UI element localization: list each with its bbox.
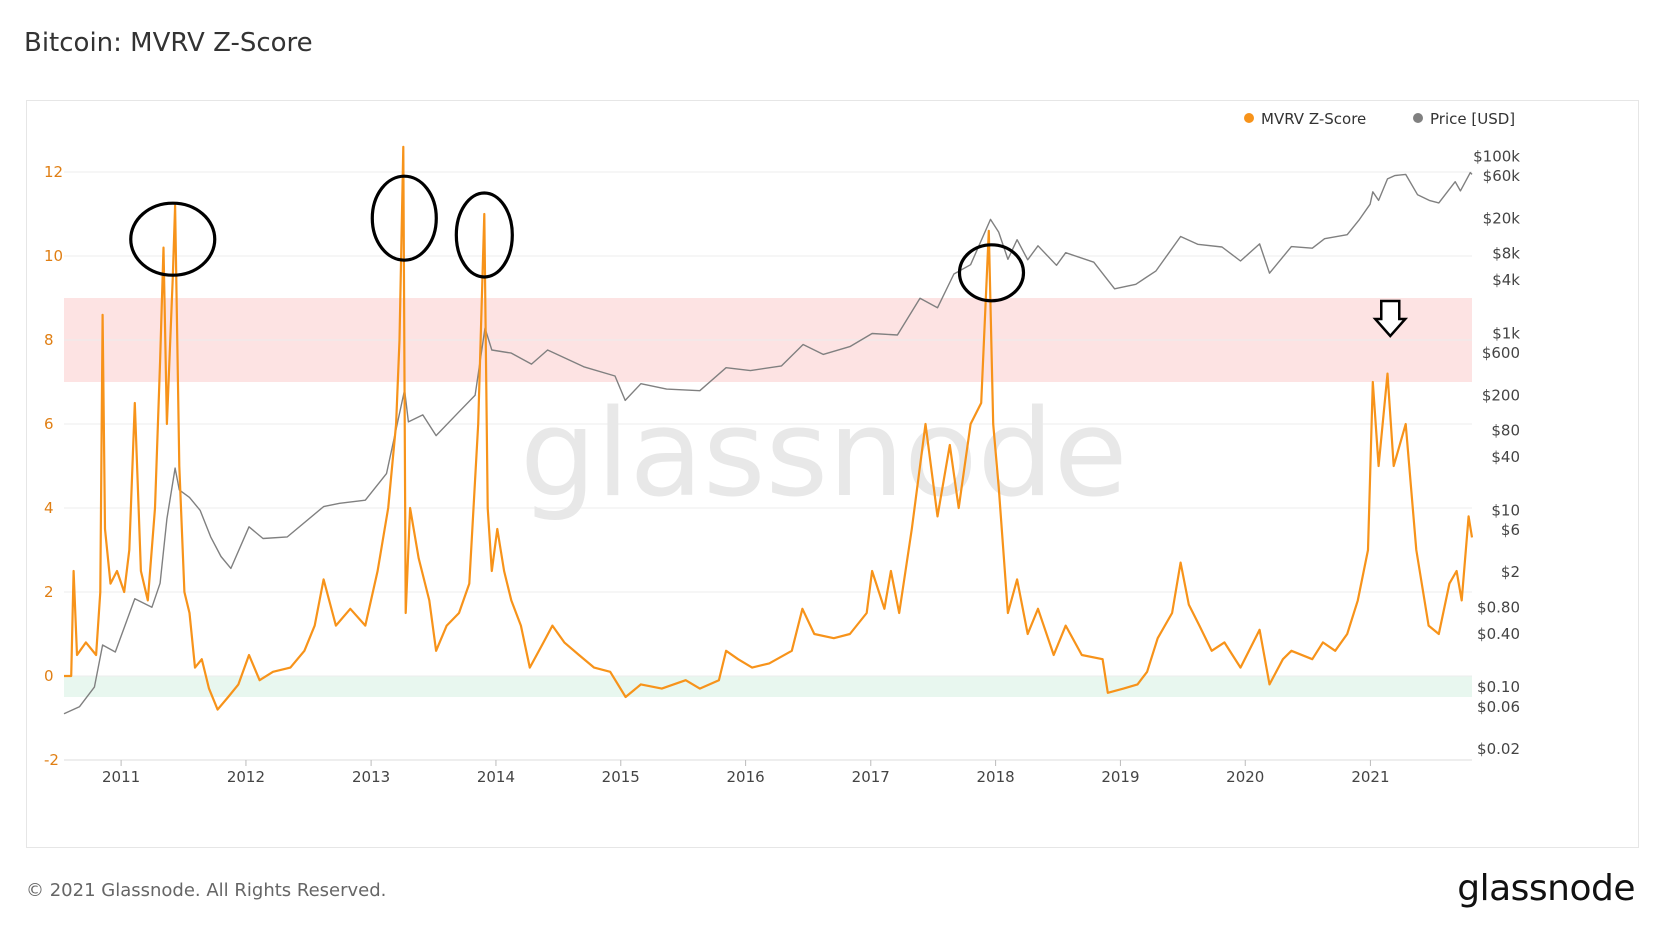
right-tick-label: $0.10 (1477, 678, 1520, 696)
peak-circle-annotation (957, 243, 1026, 303)
x-tick-label: 2015 (602, 768, 640, 786)
right-tick-label: $2 (1501, 563, 1520, 581)
annotations (129, 174, 1409, 338)
right-tick-label: $6 (1501, 521, 1520, 539)
left-tick-label: 4 (44, 499, 54, 517)
right-tick-label: $0.06 (1477, 698, 1520, 716)
x-tick-label: 2012 (227, 768, 265, 786)
right-tick-label: $20k (1483, 209, 1521, 227)
right-tick-label: $60k (1483, 167, 1521, 185)
x-tick-label: 2021 (1351, 768, 1389, 786)
mvrv-zscore-line (64, 145, 1474, 711)
legend-label[interactable]: MVRV Z-Score (1261, 110, 1366, 128)
x-tick-label: 2020 (1226, 768, 1264, 786)
right-tick-label: $0.40 (1477, 625, 1520, 643)
down-arrow-annotation (1372, 299, 1409, 338)
right-tick-label: $1k (1492, 324, 1520, 342)
x-tick-label: 2013 (352, 768, 390, 786)
price-line (63, 171, 1473, 715)
left-tick-label: 2 (44, 583, 54, 601)
right-tick-label: $0.02 (1477, 740, 1520, 758)
x-tick-label: 2014 (477, 768, 515, 786)
brand-logo: glassnode (1457, 868, 1635, 909)
legend-swatch (1244, 113, 1254, 123)
right-axis-ticks: $0.02 $0.06 $0.10 $0.40 $0.80 $2 $6 $10 $40 $80 $2… (1473, 148, 1520, 758)
left-tick-label: 8 (44, 331, 54, 349)
left-tick-label: 0 (44, 667, 54, 685)
left-tick-label: -2 (44, 751, 59, 769)
left-tick-label: 6 (44, 415, 54, 433)
right-tick-label: $8k (1492, 245, 1520, 263)
right-tick-label: $80 (1491, 421, 1520, 439)
legend-swatch (1413, 113, 1423, 123)
left-tick-label: 10 (44, 247, 63, 265)
left-tick-label: 12 (44, 163, 63, 181)
x-tick-label: 2011 (102, 768, 140, 786)
left-axis-ticks: -2 0 2 4 6 8 10 12 (44, 163, 63, 769)
right-tick-label: $0.80 (1477, 598, 1520, 616)
x-axis-ticks: 2011 2012 2013 2014 2015 2016 2017 2018 2019 2020… (64, 759, 1472, 786)
right-tick-label: $100k (1473, 148, 1520, 166)
x-tick-label: 2019 (1101, 768, 1139, 786)
x-tick-label: 2017 (852, 768, 890, 786)
peak-circle-annotation (129, 201, 217, 277)
x-tick-label: 2018 (977, 768, 1015, 786)
right-tick-label: $200 (1482, 386, 1520, 404)
right-tick-label: $40 (1491, 448, 1520, 466)
watermark: glassnode (520, 385, 1128, 524)
right-tick-label: $600 (1482, 344, 1520, 362)
legend: MVRV Z-Score Price [USD] (1244, 110, 1515, 128)
peak-circle-annotation (370, 174, 438, 262)
page-title: Bitcoin: MVRV Z-Score (24, 28, 313, 58)
zone-band-1 (64, 676, 1472, 697)
peak-circle-annotation (454, 191, 514, 279)
x-tick-label: 2016 (727, 768, 765, 786)
copyright-footer: © 2021 Glassnode. All Rights Reserved. (26, 880, 387, 901)
right-tick-label: $10 (1491, 501, 1520, 519)
legend-label[interactable]: Price [USD] (1430, 110, 1515, 128)
series-lines (63, 145, 1474, 715)
chart-frame (26, 100, 1639, 848)
right-tick-label: $4k (1492, 271, 1520, 289)
